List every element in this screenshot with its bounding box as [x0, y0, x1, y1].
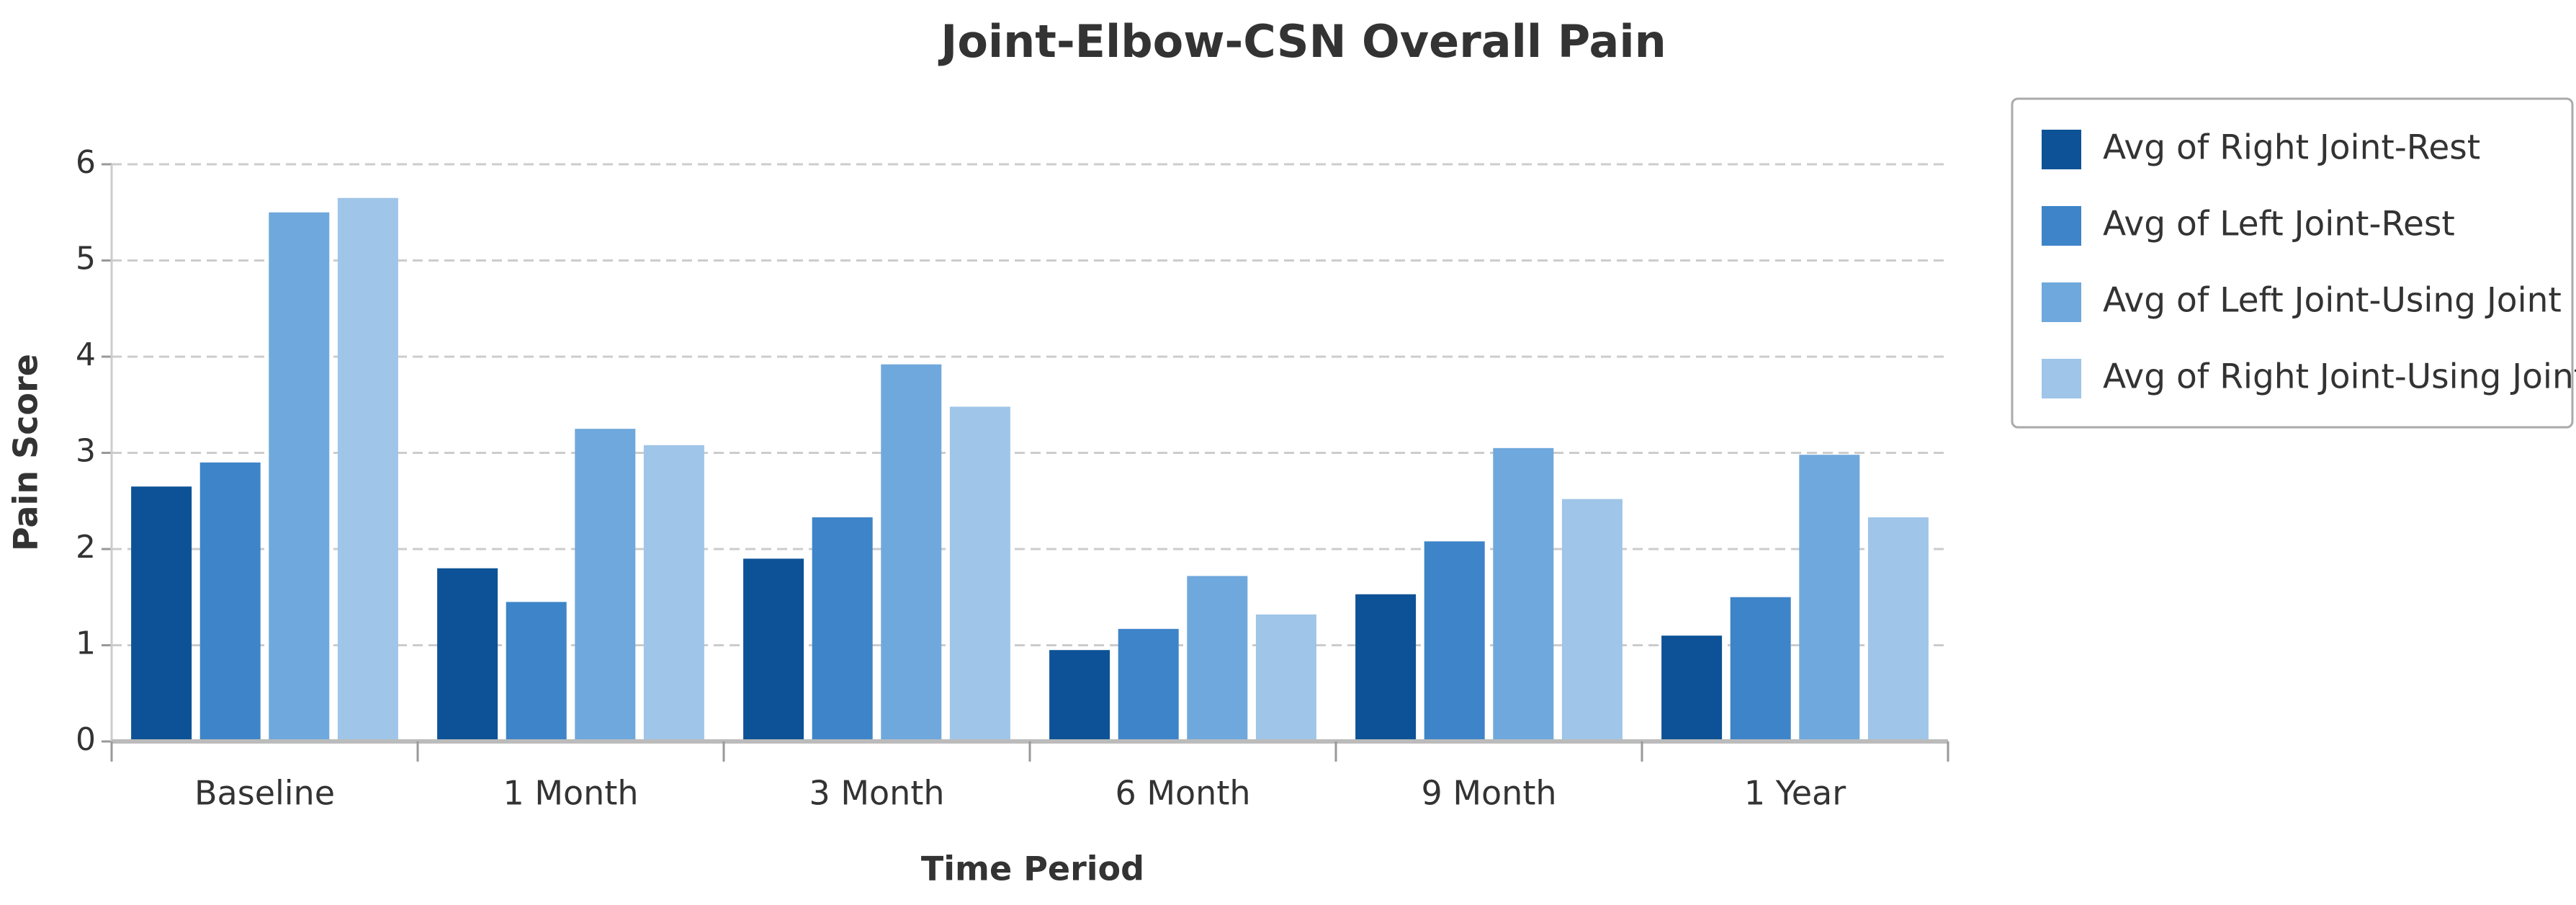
x-tick-label: 1 Month — [503, 774, 638, 813]
bar — [949, 406, 1010, 741]
bar — [337, 197, 398, 742]
bar — [1187, 576, 1248, 741]
x-tick-label: Baseline — [194, 774, 335, 813]
bar — [743, 558, 804, 741]
y-tick-label: 2 — [76, 529, 96, 566]
bar — [643, 445, 704, 741]
legend-label: Avg of Left Joint-Rest — [2103, 205, 2455, 244]
bar — [437, 568, 498, 741]
y-tick-label: 4 — [76, 336, 96, 373]
y-axis-label: Pain Score — [6, 354, 45, 551]
legend-box — [2011, 97, 2574, 429]
bar — [575, 429, 636, 741]
bar — [1255, 614, 1316, 741]
bar — [1355, 594, 1417, 741]
x-tick-label: 1 Year — [1744, 774, 1846, 813]
bar — [1799, 455, 1860, 741]
y-tick-label: 1 — [76, 625, 96, 662]
legend-swatch — [2042, 130, 2081, 169]
bar — [199, 462, 261, 741]
y-tick-label: 6 — [76, 144, 96, 181]
legend-label: Avg of Right Joint-Rest — [2103, 128, 2480, 168]
x-axis-label: Time Period — [921, 850, 1144, 888]
bar — [1867, 517, 1929, 741]
bar — [881, 364, 942, 741]
bar — [1424, 541, 1485, 741]
bar — [131, 486, 192, 741]
legend-swatch — [2042, 206, 2081, 246]
x-tick-label: 6 Month — [1115, 774, 1250, 813]
bar — [1493, 447, 1554, 741]
bar — [1661, 636, 1723, 741]
y-tick-label: 3 — [76, 433, 96, 470]
legend-label: Avg of Left Joint-Using Joint — [2103, 281, 2562, 321]
legend-swatch — [2042, 282, 2081, 322]
bar — [812, 517, 873, 741]
bar — [1561, 499, 1623, 741]
x-tick-label: 9 Month — [1421, 774, 1556, 813]
bar — [1118, 628, 1179, 741]
bar — [1730, 597, 1791, 741]
x-tick-label: 3 Month — [809, 774, 944, 813]
bar — [1049, 650, 1110, 741]
bar — [506, 602, 567, 741]
bar — [269, 212, 330, 741]
legend-swatch — [2042, 359, 2081, 398]
y-tick-label: 5 — [76, 241, 96, 277]
chart-title: Joint-Elbow-CSN Overall Pain — [938, 15, 1666, 68]
y-tick-label: 0 — [76, 721, 96, 758]
legend-label: Avg of Right Joint-Using Joint — [2103, 357, 2576, 397]
